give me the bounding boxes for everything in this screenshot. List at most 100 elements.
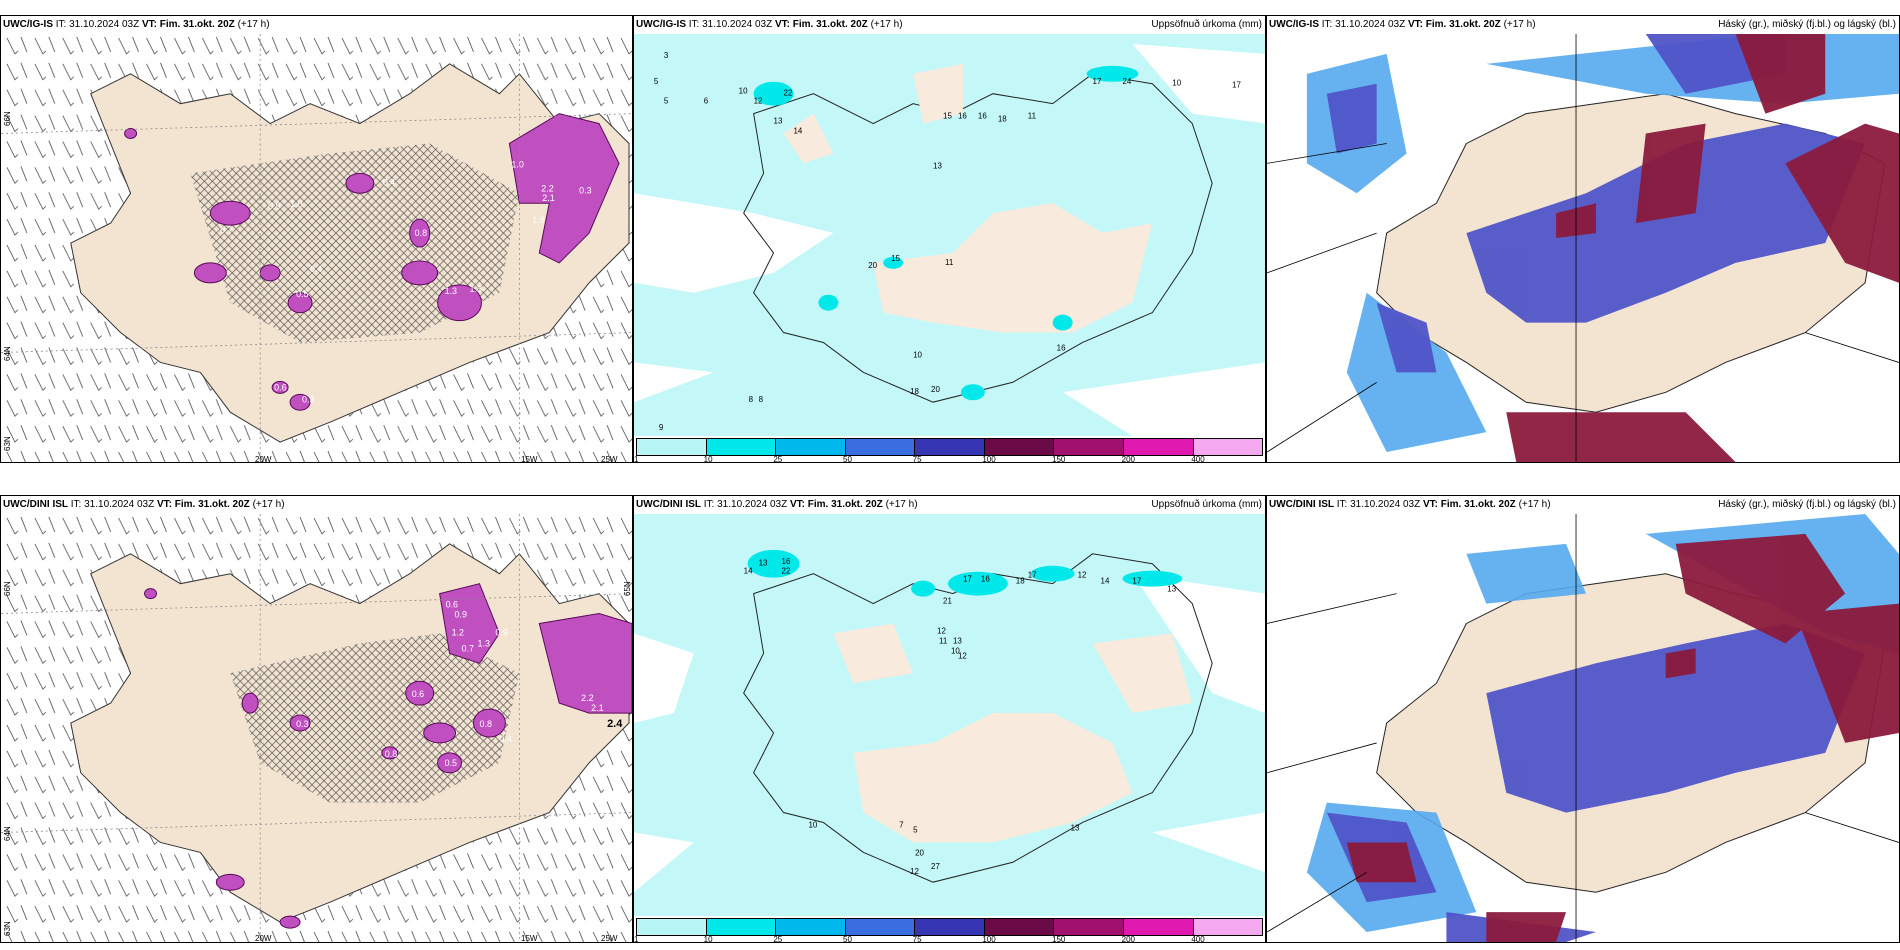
colorbar-swatch [706,439,777,455]
svg-text:10: 10 [913,350,922,359]
svg-text:17: 17 [1028,571,1037,580]
svg-text:2.2: 2.2 [541,183,553,193]
colorbar-swatch [915,919,985,935]
wind-icing-map-igis: UWC/IG-IS IT: 31.10.2024 03Z VT: Fim. 31… [0,15,633,463]
colorbar-label: 75 [912,935,922,943]
panel-title: Háský (gr.), miðský (fj.bl.) og lágský (… [1718,19,1896,30]
svg-text:14: 14 [793,127,802,136]
map-area[interactable]: 0.6 0.9 1.2 0.7 0.9 1.3 0.8 0.6 0.5 0.4 … [1,514,632,942]
map-area[interactable]: 3 5 5 6 10 12 22 13 14 15 16 16 18 11 13… [634,34,1265,436]
svg-text:17: 17 [963,575,972,584]
svg-text:10: 10 [739,87,748,96]
lon-label: 20W [255,934,272,943]
colorbar-swatch [776,439,846,455]
svg-text:10: 10 [951,646,960,655]
colorbar-swatch [1193,439,1263,455]
svg-text:27: 27 [931,862,940,871]
map-area[interactable]: 14 13 16 22 17 16 21 18 17 12 14 17 13 1… [634,514,1265,916]
svg-text:12: 12 [958,651,967,660]
svg-text:5: 5 [654,77,659,86]
svg-text:11: 11 [945,258,954,267]
lat-label: 65N [623,581,632,596]
svg-text:14: 14 [1101,577,1110,586]
lat-label: 64N [3,346,12,361]
svg-text:18: 18 [1016,577,1025,586]
svg-text:16: 16 [782,557,791,566]
precip-map: 3 5 5 6 10 12 22 13 14 15 16 16 18 11 13… [634,34,1265,436]
cloud-map-igis: UWC/IG-IS IT: 31.10.2024 03Z VT: Fim. 31… [1266,15,1900,463]
svg-text:0.8: 0.8 [415,228,427,238]
svg-text:17: 17 [1232,81,1241,90]
svg-text:14: 14 [744,567,753,576]
svg-text:12: 12 [937,626,946,635]
colorbar-label: 25 [773,935,783,943]
svg-text:2.1: 2.1 [542,193,554,203]
colorbar-swatch [984,919,1055,935]
svg-text:0.7: 0.7 [462,643,474,653]
colorbar-swatch [706,919,777,935]
lon-label: 25W [601,934,618,943]
svg-text:15: 15 [943,112,952,121]
svg-text:1.3: 1.3 [445,286,457,296]
colorbar-label: 400 [1191,935,1205,943]
svg-text:13: 13 [953,636,962,645]
svg-text:1.0: 1.0 [511,159,523,169]
colorbar-label: 150 [1052,935,1066,943]
svg-text:1.3: 1.3 [470,284,482,294]
svg-text:5: 5 [913,825,918,834]
colorbar-swatch [1123,439,1194,455]
colorbar-label: 100 [982,935,996,943]
panel-header: UWC/IG-IS IT: 31.10.2024 03Z VT: Fim. 31… [1269,19,1536,30]
svg-text:2.1: 2.1 [591,703,603,713]
colorbar-label: 10 [703,935,713,943]
colorbar-label: 25 [773,455,783,463]
svg-text:0.5: 0.5 [445,758,457,768]
colorbar-label: 75 [912,455,922,463]
svg-text:15: 15 [891,254,900,263]
map-area[interactable] [1267,514,1899,942]
panel-title: Uppsöfnuð úrkoma (mm) [1151,499,1262,510]
svg-text:6: 6 [704,97,709,106]
svg-text:18: 18 [910,387,919,396]
iceland-wind-map: 0.6 0.9 1.2 0.7 0.9 1.3 0.8 0.6 0.5 0.4 … [1,514,632,942]
svg-text:5: 5 [664,97,669,106]
svg-text:10: 10 [808,820,817,829]
svg-text:0.3: 0.3 [579,185,591,195]
colorbar-swatch [637,919,707,935]
svg-text:12: 12 [910,867,919,876]
svg-text:16: 16 [981,575,990,584]
svg-text:18: 18 [998,115,1007,124]
lon-label: 25W [601,455,618,463]
colorbar-label: 150 [1052,455,1066,463]
svg-text:13: 13 [759,559,768,568]
precip-map-igis: UWC/IG-IS IT: 31.10.2024 03Z VT: Fim. 31… [633,15,1266,463]
colorbar-label: 10 [703,455,713,463]
colorbar-swatch [915,439,985,455]
map-area[interactable]: 1.0 0.9 1.0 0.7 0.4 1.3 1.3 0.8 2.2 2.1 … [1,34,632,462]
svg-text:8: 8 [749,395,754,404]
svg-text:0.9: 0.9 [268,201,280,211]
svg-text:1.9: 1.9 [532,215,544,225]
cloud-map-dini: UWC/DINI ISL IT: 31.10.2024 03Z VT: Fim.… [1266,495,1900,943]
colorbar-swatch [984,439,1055,455]
panel-header: UWC/DINI ISL IT: 31.10.2024 03Z VT: Fim.… [1269,499,1551,510]
svg-text:12: 12 [1078,571,1087,580]
lat-label: 66N [3,111,12,126]
colorbar-label: 50 [843,455,852,463]
cloud-map [1267,34,1899,462]
lat-label: 63N [3,436,12,451]
svg-text:1.3: 1.3 [477,638,489,648]
svg-text:24: 24 [1122,77,1131,86]
precip-colorbar: 1 10 25 50 75 100 150 200 400 [634,916,1265,942]
svg-text:0.4: 0.4 [499,734,511,744]
colorbar-swatch [845,919,916,935]
svg-text:12: 12 [754,97,763,106]
svg-text:0.6: 0.6 [446,600,458,610]
colorbar-swatch [637,439,707,455]
svg-text:1.0: 1.0 [290,199,302,209]
lat-label: 63N [3,921,12,936]
svg-text:0.5: 0.5 [296,289,308,299]
map-area[interactable] [1267,34,1899,462]
svg-text:3: 3 [664,51,669,60]
colorbar-label: 1 [634,935,639,943]
